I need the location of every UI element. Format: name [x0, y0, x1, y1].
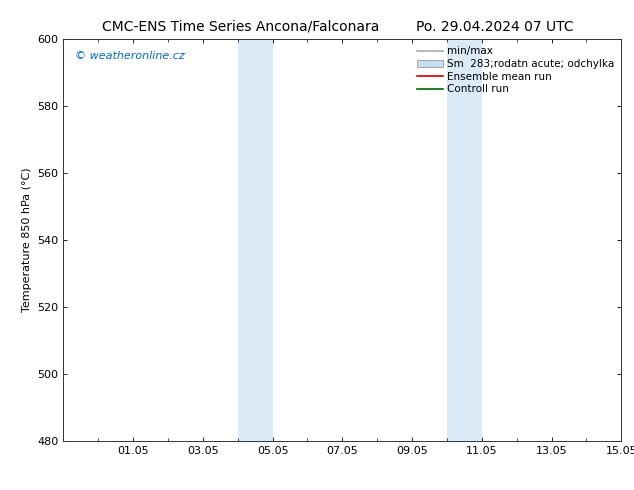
Text: Po. 29.04.2024 07 UTC: Po. 29.04.2024 07 UTC [416, 20, 573, 34]
Text: © weatheronline.cz: © weatheronline.cz [75, 51, 184, 61]
Y-axis label: Temperature 850 hPa (°C): Temperature 850 hPa (°C) [22, 168, 32, 313]
Bar [447, 39, 464, 441]
Bar [255, 39, 273, 441]
Legend: min/max, Sm  283;rodatn acute; odchylka, Ensemble mean run, Controll run: min/max, Sm 283;rodatn acute; odchylka, … [415, 45, 616, 97]
Text: CMC-ENS Time Series Ancona/Falconara: CMC-ENS Time Series Ancona/Falconara [102, 20, 380, 34]
Bar [464, 39, 482, 441]
Bar [238, 39, 255, 441]
